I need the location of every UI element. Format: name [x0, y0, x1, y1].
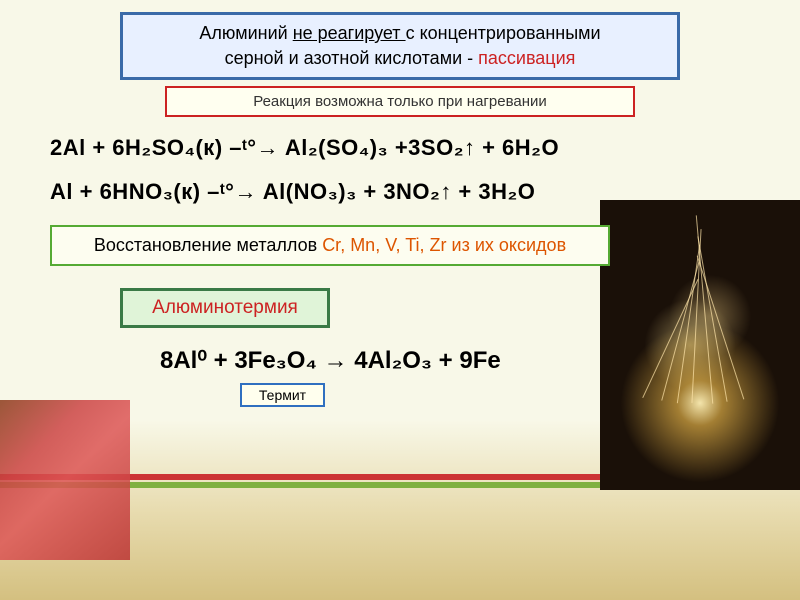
equation-1: 2Al + 6H₂SO₄(к) –ᵗ°→ Al₂(SO₄)₃ +3SO₂↑ + … — [50, 135, 780, 161]
header-text-underline: не реагирует — [293, 23, 406, 43]
passivation-word: пассивация — [478, 48, 575, 68]
beaker-photo — [0, 400, 130, 560]
thermite-equation: 8Al⁰ + 3Fe₃O₄ → 4Al₂O₃ + 9Fe — [160, 346, 780, 375]
header-box: Алюминий не реагирует с концентрированны… — [120, 12, 680, 80]
termite-label-box: Термит — [240, 383, 325, 407]
termite-label-text: Термит — [259, 387, 306, 403]
equation-2: Al + 6HNO₃(к) –ᵗ°→ Al(NO₃)₃ + 3NO₂↑ + 3H… — [50, 179, 780, 205]
slide-content: Алюминий не реагирует с концентрированны… — [0, 0, 800, 419]
restoration-post: из их оксидов — [447, 235, 567, 255]
restoration-box: Восстановление металлов Cr, Mn, V, Ti, Z… — [50, 225, 610, 266]
header-text-pre: Алюминий — [199, 23, 292, 43]
header-text-post: с концентрированными — [406, 23, 601, 43]
header-line2: серной и азотной кислотами - — [225, 48, 479, 68]
aluminothermy-label: Алюминотермия — [152, 297, 298, 318]
restoration-metals: Cr, Mn, V, Ti, Zr — [322, 235, 446, 255]
aluminothermy-box: Алюминотермия — [120, 288, 330, 328]
heating-text: Реакция возможна только при нагревании — [253, 93, 547, 110]
restoration-pre: Восстановление металлов — [94, 235, 322, 255]
heating-condition-box: Реакция возможна только при нагревании — [165, 86, 635, 117]
